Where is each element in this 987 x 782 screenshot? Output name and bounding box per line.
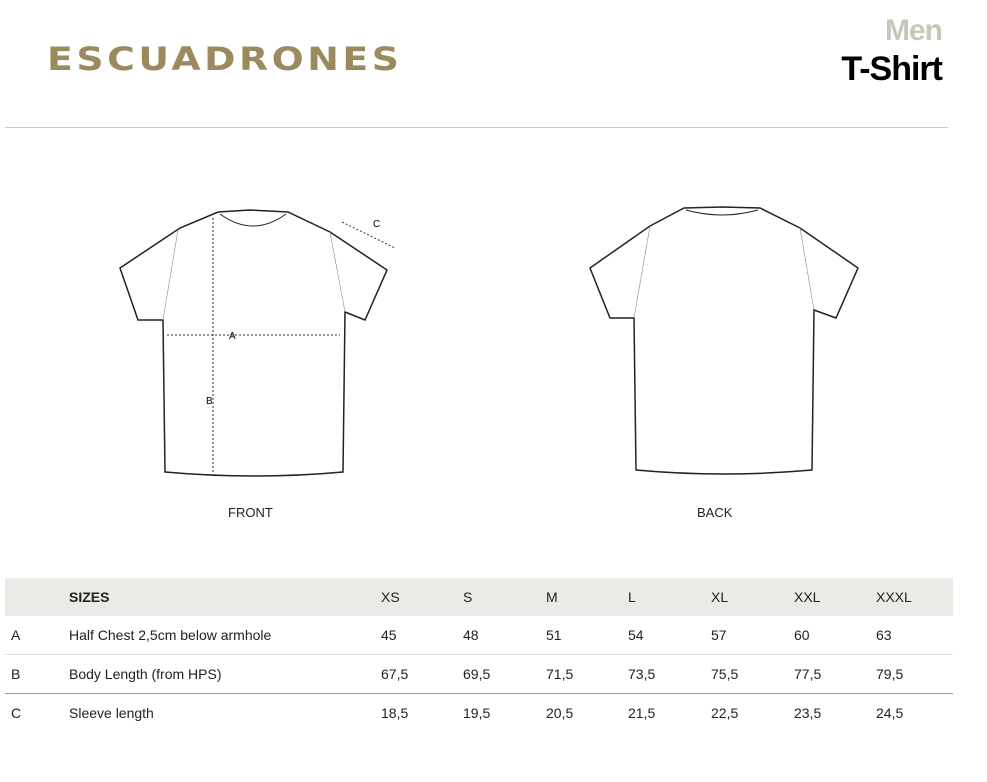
cell: 22,5 <box>711 705 739 721</box>
sizes-header: SIZES <box>69 578 381 616</box>
cell: 21,5 <box>628 705 656 721</box>
cell: 51 <box>546 616 628 655</box>
size-col: L <box>628 578 711 616</box>
brand-logo: ESCUADRONES <box>47 40 403 78</box>
cell: 54 <box>628 616 711 655</box>
front-caption: FRONT <box>228 505 273 520</box>
table-row: B Body Length (from HPS) 67,5 69,5 71,5 … <box>5 654 953 694</box>
cell: 60 <box>794 616 876 655</box>
size-col: XXL <box>794 578 876 616</box>
tshirt-illustrations: A B C <box>119 206 859 477</box>
size-col: XL <box>711 578 794 616</box>
divider <box>5 127 948 128</box>
size-col: S <box>463 578 546 616</box>
row-label: Sleeve length <box>69 705 154 721</box>
size-col: M <box>546 578 628 616</box>
measure-a-label: A <box>229 331 236 342</box>
product-title: T-Shirt <box>841 50 943 88</box>
cell: 67,5 <box>381 654 463 694</box>
cell: 73,5 <box>628 654 711 694</box>
row-label: Half Chest 2,5cm below armhole <box>69 616 381 655</box>
front-tshirt-drawing <box>119 209 396 477</box>
cell: 45 <box>381 616 463 655</box>
row-key: A <box>5 616 69 655</box>
size-table: SIZES XS S M L XL XXL XXXL A Half Chest … <box>5 578 953 732</box>
category-label: Men <box>885 14 943 47</box>
row-label: Body Length (from HPS) <box>69 654 381 694</box>
measure-b-label: B <box>206 396 213 407</box>
cell: 48 <box>463 616 546 655</box>
table-row: C Sleeve length 18,5 19,5 20,5 21,5 22,5… <box>5 694 953 733</box>
cell: 77,5 <box>794 654 876 694</box>
cell: 24,5 <box>876 705 904 721</box>
cell: 69,5 <box>463 654 546 694</box>
size-col: XS <box>381 578 463 616</box>
table-header-row: SIZES XS S M L XL XXL XXXL <box>5 578 953 616</box>
cell: 63 <box>876 616 953 655</box>
cell: 19,5 <box>463 705 491 721</box>
cell: 57 <box>711 616 794 655</box>
cell: 20,5 <box>546 705 574 721</box>
cell: 23,5 <box>794 705 822 721</box>
cell: 75,5 <box>711 654 794 694</box>
row-key: B <box>5 654 69 694</box>
cell: 71,5 <box>546 654 628 694</box>
row-key: C <box>11 705 22 721</box>
cell: 18,5 <box>381 705 409 721</box>
back-caption: BACK <box>697 505 733 520</box>
cell: 79,5 <box>876 654 953 694</box>
measure-c-label: C <box>373 219 380 230</box>
size-col: XXXL <box>876 578 953 616</box>
back-tshirt-drawing <box>589 206 859 475</box>
table-row: A Half Chest 2,5cm below armhole 45 48 5… <box>5 616 953 655</box>
